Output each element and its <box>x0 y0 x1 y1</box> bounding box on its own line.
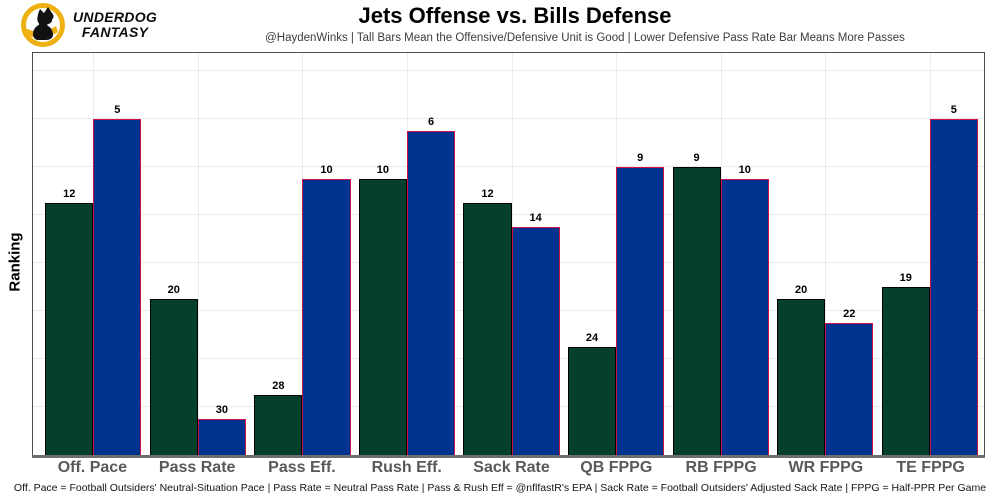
bar-value-label: 28 <box>272 380 285 392</box>
category-band-rush-eff-: 10 6 <box>355 53 460 455</box>
category-band-pass-rate: 20 30 <box>146 53 251 455</box>
bar-value-label: 9 <box>693 152 700 164</box>
x-axis-labels: Off. Pace Pass Rate Pass Eff. Rush Eff. Sack… <box>40 459 983 477</box>
bar-pair: 20 22 <box>777 53 874 455</box>
bar-value-label: 9 <box>637 152 644 164</box>
bar-bills-defense: 5 <box>929 104 978 455</box>
bar-bills-defense: 10 <box>720 164 769 455</box>
bar-pair: 9 10 <box>672 53 769 455</box>
bar-value-label: 10 <box>738 164 751 176</box>
bar-jets-offense: 24 <box>567 332 617 455</box>
x-axis-label-sack-rate: Sack Rate <box>473 459 550 476</box>
bar-jets-offense: 9 <box>672 152 721 455</box>
bar-pair: 19 5 <box>881 53 978 455</box>
chart-subtitle: @HaydenWinks | Tall Bars Mean the Offens… <box>265 32 905 44</box>
x-axis-line <box>32 455 985 458</box>
bar-pair: 20 30 <box>149 53 246 455</box>
bar-bills-defense: 30 <box>197 404 246 455</box>
bar-value-label: 6 <box>427 116 435 128</box>
bar-value-label: 12 <box>63 188 76 200</box>
h-gridline <box>33 166 984 167</box>
category-band-sack-rate: 12 14 <box>459 53 564 455</box>
chart-title: Jets Offense vs. Bills Defense <box>358 3 672 28</box>
bar-pair: 24 9 <box>567 53 665 455</box>
x-axis-label-rb-fppg: RB FPPG <box>685 459 757 476</box>
bar-pair: 10 6 <box>358 53 456 455</box>
bar-pair: 28 10 <box>254 53 351 455</box>
x-axis-label-pass-eff-: Pass Eff. <box>268 459 336 476</box>
bar-bills-defense: 14 <box>511 212 560 455</box>
bar-value-label: 19 <box>899 272 912 284</box>
logo-line2: FANTASY <box>81 24 149 40</box>
bar-bills-defense: 5 <box>93 104 142 455</box>
v-gridline <box>197 53 199 455</box>
bar-jets-offense: 12 <box>45 188 94 455</box>
bar-pair: 12 14 <box>463 53 560 455</box>
plot-area: 12 5 20 30 28 10 10 6 12 14 24 9 9 10 20 22 19 5 <box>32 52 985 455</box>
footnote: Off. Pace = Football Outsiders' Neutral-… <box>13 482 987 494</box>
category-band-qb-fppg: 24 9 <box>564 53 669 455</box>
category-bands: 12 5 20 30 28 10 10 6 12 14 24 9 9 10 20 22 19 5 <box>41 53 982 455</box>
bar-jets-offense: 20 <box>777 284 826 455</box>
h-gridline <box>33 118 984 119</box>
x-axis-label-pass-rate: Pass Rate <box>158 459 236 476</box>
category-band-off-pace: 12 5 <box>41 53 146 455</box>
category-band-rb-fppg: 9 10 <box>668 53 773 455</box>
underdog-fantasy-logo: UNDERDOG FANTASY <box>20 2 157 48</box>
x-axis-label-wr-fppg: WR FPPG <box>788 459 864 476</box>
v-gridline <box>825 53 827 455</box>
bar-value-label: 22 <box>843 308 856 321</box>
bar-value-label: 5 <box>114 104 121 116</box>
bar-jets-offense: 10 <box>358 164 407 455</box>
x-axis-label-off-pace: Off. Pace <box>57 459 128 476</box>
bar-value-label: 30 <box>215 404 229 416</box>
h-gridline <box>33 70 984 71</box>
category-band-te-fppg: 19 5 <box>878 53 983 455</box>
bar-value-label: 20 <box>167 284 180 296</box>
category-band-wr-fppg: 20 22 <box>773 53 878 455</box>
underdog-dog-icon <box>21 3 65 47</box>
bar-value-label: 24 <box>585 332 599 344</box>
bar-value-label: 5 <box>950 104 957 116</box>
logo-wordmark: UNDERDOG FANTASY <box>73 8 158 40</box>
bar-value-label: 12 <box>481 188 494 200</box>
bar-value-label: 14 <box>529 212 542 224</box>
bar-bills-defense: 10 <box>302 164 351 455</box>
bar-jets-offense: 12 <box>463 188 512 455</box>
bar-pair: 12 5 <box>45 53 142 455</box>
x-axis-label-qb-fppg: QB FPPG <box>580 459 653 476</box>
bar-bills-defense: 9 <box>616 152 665 455</box>
logo-line1: UNDERDOG <box>73 8 158 25</box>
bar-bills-defense: 6 <box>406 116 456 455</box>
y-axis-label: Ranking <box>6 232 24 292</box>
bar-jets-offense: 28 <box>254 380 303 455</box>
bar-value-label: 10 <box>320 164 333 176</box>
bar-jets-offense: 19 <box>881 272 930 455</box>
category-band-pass-eff-: 28 10 <box>250 53 355 455</box>
bar-bills-defense: 22 <box>825 308 874 455</box>
x-axis-label-te-fppg: TE FPPG <box>896 459 965 476</box>
bar-value-label: 20 <box>795 284 808 296</box>
bar-jets-offense: 20 <box>149 284 198 455</box>
x-axis-label-rush-eff-: Rush Eff. <box>371 459 442 476</box>
bar-value-label: 10 <box>376 164 390 176</box>
